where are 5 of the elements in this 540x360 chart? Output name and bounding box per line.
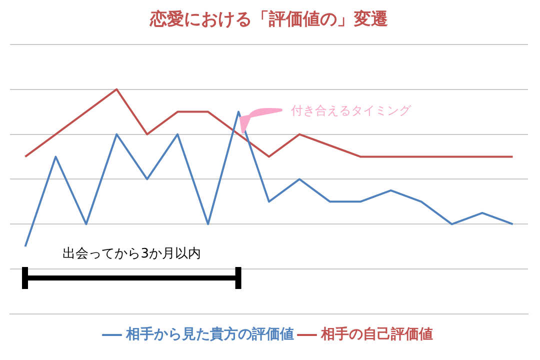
legend-label: 相手から見た貴方の評価値	[125, 326, 294, 343]
annotation: 出会ってから3か月以内	[62, 246, 202, 262]
legend-label: 相手の自己評価値	[320, 326, 433, 343]
annotation: 付き合えるタイミング	[290, 104, 412, 118]
chart-title: 恋愛における「評価値の」変遷	[149, 10, 388, 30]
